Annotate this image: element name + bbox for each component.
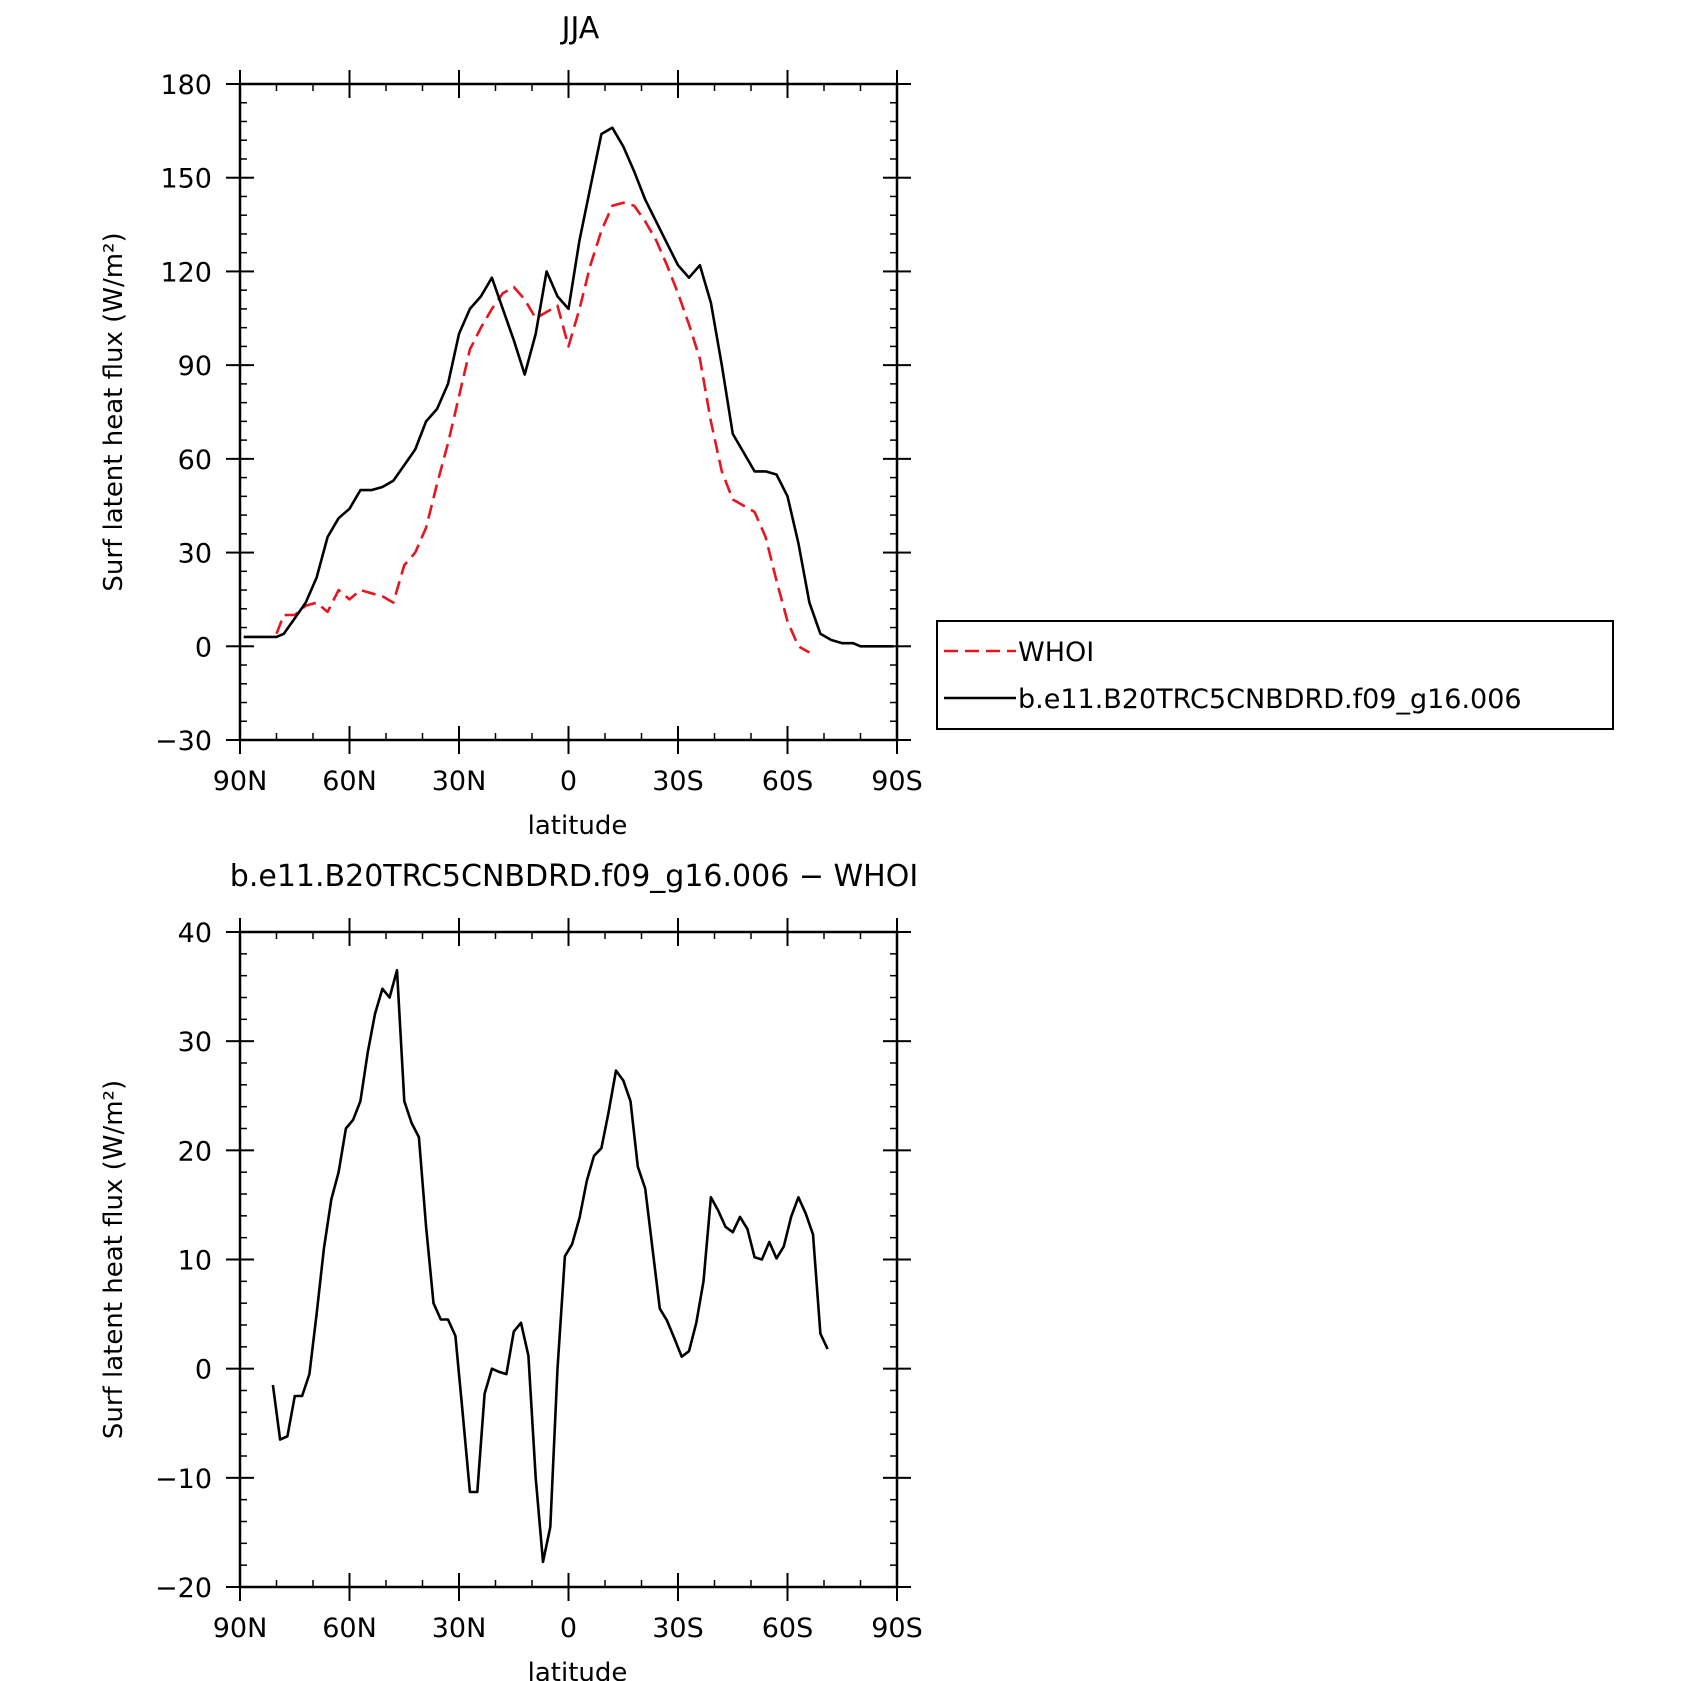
y-axis-label-top: Surf latent heat flux (W/m²) <box>99 232 129 591</box>
y-tick-label: 0 <box>195 1355 212 1386</box>
x-tick-label: 90N <box>213 1613 268 1644</box>
x-tick-label: 0 <box>560 766 577 797</box>
x-tick-label: 30S <box>652 766 704 797</box>
y-tick-label: 60 <box>178 445 212 476</box>
x-axis-label-top: latitude <box>528 811 628 841</box>
y-tick-label: 90 <box>178 351 212 382</box>
x-axis-label-bottom: latitude <box>528 1658 628 1681</box>
y-tick-label: −10 <box>155 1464 212 1495</box>
y-tick-label: 30 <box>178 1027 212 1058</box>
panel-top: JJA 90N 60N 30N 0 30S 60S 90S −30 0 30 60 90 120 150 1… <box>99 11 923 841</box>
chart-title-bottom: b.e11.B20TRC5CNBDRD.f09_g16.006 − WHOI <box>230 859 918 894</box>
panel-bottom: b.e11.B20TRC5CNBDRD.f09_g16.006 − WHOI 9… <box>99 859 923 1681</box>
x-tick-label: 30N <box>432 1613 487 1644</box>
axis-ticks-bottom: 90N 60N 30N 0 30S 60S 90S −20 −10 0 10 20 30 40 <box>155 918 923 1644</box>
x-tick-label: 60S <box>762 1613 814 1644</box>
y-tick-label: 40 <box>178 918 212 949</box>
plot-frame-top <box>238 82 899 742</box>
x-tick-label: 90N <box>213 766 268 797</box>
y-axis-label-bottom: Surf latent heat flux (W/m²) <box>99 1080 129 1439</box>
x-tick-label: 90S <box>871 766 923 797</box>
x-tick-label: 90S <box>871 1613 923 1644</box>
plot-frame-bottom <box>238 930 899 1589</box>
x-tick-label: 30N <box>432 766 487 797</box>
y-tick-label: 120 <box>160 257 212 288</box>
y-tick-label: −30 <box>155 726 212 757</box>
y-tick-label: 0 <box>195 632 212 663</box>
axis-ticks-top: 90N 60N 30N 0 30S 60S 90S −30 0 30 60 90 120 150 180 <box>155 70 923 797</box>
series-line-model <box>243 126 894 648</box>
series-line-whoi <box>275 201 811 654</box>
y-tick-label: 150 <box>160 164 212 195</box>
legend-label-whoi: WHOI <box>1018 637 1094 668</box>
y-tick-label: −20 <box>155 1573 212 1604</box>
x-tick-label: 60S <box>762 766 814 797</box>
x-tick-label: 60N <box>322 766 377 797</box>
legend-box <box>936 620 1614 730</box>
x-tick-label: 0 <box>560 1613 577 1644</box>
legend-label-model: b.e11.B20TRC5CNBDRD.f09_g16.006 <box>1018 684 1522 715</box>
y-tick-label: 30 <box>178 539 212 570</box>
legend: WHOI b.e11.B20TRC5CNBDRD.f09_g16.006 <box>936 620 1614 730</box>
series-group-bottom <box>271 968 829 1564</box>
y-tick-label: 20 <box>178 1136 212 1167</box>
series-line-difference <box>271 968 829 1564</box>
y-tick-label: 180 <box>160 70 212 101</box>
x-tick-label: 30S <box>652 1613 704 1644</box>
y-tick-label: 10 <box>178 1246 212 1277</box>
series-group-top <box>243 126 894 654</box>
x-tick-label: 60N <box>322 1613 377 1644</box>
chart-title-top: JJA <box>560 11 600 46</box>
